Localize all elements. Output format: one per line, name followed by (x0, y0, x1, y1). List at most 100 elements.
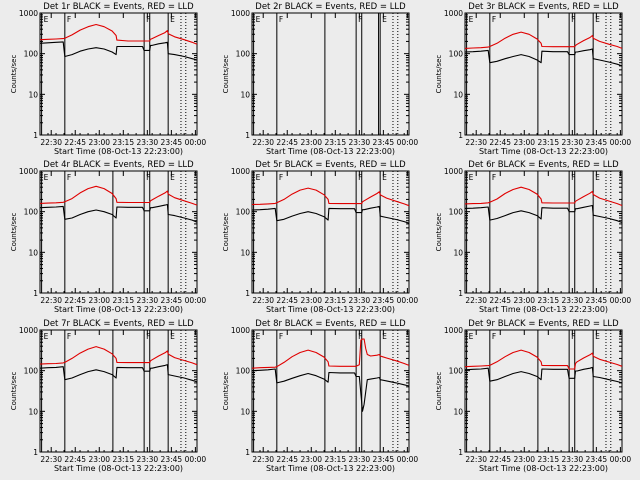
y-tick-label: 10 (240, 90, 250, 99)
x-tick-label: 23:30 (349, 296, 371, 305)
series-lld-line (464, 349, 623, 370)
plot-frame (39, 12, 198, 136)
y-tick-label: 1000 (444, 9, 463, 18)
y-tick-label: 10 (240, 407, 250, 416)
x-tick-label: 22:45 (489, 138, 511, 147)
series-lld-line (39, 346, 198, 366)
detector-panel-1: Det 1r BLACK = Events, RED = LLD 1 10 100 10… (10, 2, 206, 156)
event-marker-label: F (492, 332, 496, 341)
x-tick-label: 22:30 (40, 455, 62, 464)
panel-title: Det 9r BLACK = Events, RED = LLD (468, 319, 619, 329)
event-marker-label: F (358, 332, 362, 341)
plot-frame (39, 329, 198, 453)
y-tick-label: 10 (28, 90, 38, 99)
y-tick-label: 1000 (231, 326, 250, 335)
x-tick-label: 23:30 (349, 138, 371, 147)
x-tick-label: 23:15 (537, 138, 559, 147)
event-marker-label: E (595, 173, 600, 182)
series-events-line (464, 366, 623, 384)
plot-frame (464, 170, 623, 294)
event-marker-label: F (146, 173, 150, 182)
x-tick-label: 22:45 (276, 296, 298, 305)
series-lld-line (251, 338, 410, 369)
x-tick-label: 23:45 (373, 138, 395, 147)
panel-title: Det 1r BLACK = Events, RED = LLD (43, 2, 194, 12)
detector-panel-2: Det 2r BLACK = Events, RED = LLD 1 10 100 10… (222, 2, 418, 156)
x-tick-label: 23:00 (513, 455, 535, 464)
event-marker-label: E (170, 15, 175, 24)
x-tick-label: 22:45 (64, 138, 86, 147)
event-marker-label: F (492, 173, 496, 182)
event-marker-label: E (595, 332, 600, 341)
series-events-line (39, 364, 198, 383)
y-tick-label: 10 (453, 248, 463, 257)
y-tick-label: 1 (33, 131, 38, 140)
y-tick-label: 10 (28, 248, 38, 257)
y-tick-label: 1000 (231, 167, 250, 176)
x-tick-label: 23:45 (586, 138, 608, 147)
x-tick-label: 00:00 (397, 296, 419, 305)
x-tick-label: 23:45 (586, 296, 608, 305)
x-tick-label: 22:45 (489, 455, 511, 464)
x-tick-label: 22:30 (465, 296, 487, 305)
y-tick-label: 100 (24, 367, 39, 376)
x-tick-label: 23:45 (161, 296, 183, 305)
x-tick-label: 00:00 (185, 296, 207, 305)
y-tick-label: 1 (33, 289, 38, 298)
plot-frame (251, 170, 410, 294)
series-lld-line (39, 185, 198, 206)
x-tick-label: 23:45 (586, 455, 608, 464)
x-tick-label: 23:30 (562, 455, 584, 464)
y-tick-label: 10 (453, 90, 463, 99)
x-axis-label: Start Time (08-Oct-13 22:23:00) (266, 464, 395, 473)
x-tick-label: 23:30 (137, 455, 159, 464)
y-tick-label: 10 (240, 248, 250, 257)
y-axis-label: Counts/sec (435, 213, 443, 252)
series-events-line (251, 205, 410, 224)
x-tick-label: 23:15 (324, 296, 346, 305)
y-tick-label: 100 (449, 208, 464, 217)
event-marker-label: E (469, 15, 474, 24)
panel-title: Det 8r BLACK = Events, RED = LLD (255, 319, 406, 329)
y-tick-label: 100 (236, 208, 251, 217)
y-axis-label: Counts/sec (222, 213, 230, 252)
series-events-line (464, 48, 623, 67)
x-tick-label: 23:30 (137, 296, 159, 305)
event-marker-label: E (382, 332, 387, 341)
y-tick-label: 100 (236, 367, 251, 376)
x-tick-label: 22:30 (465, 455, 487, 464)
event-marker-label: E (44, 173, 49, 182)
event-marker-label: F (146, 332, 150, 341)
y-axis-label: Counts/sec (10, 372, 18, 411)
event-marker-label: F (279, 173, 283, 182)
detector-panel-8: Det 8r BLACK = Events, RED = LLD 1 10 100 10… (222, 319, 418, 473)
event-marker-label: F (67, 332, 71, 341)
series-events-line (464, 204, 623, 224)
x-tick-label: 00:00 (397, 455, 419, 464)
series-events-line (39, 203, 198, 223)
series-lld-line (251, 187, 410, 207)
y-tick-label: 1 (458, 131, 463, 140)
y-tick-label: 1000 (19, 9, 38, 18)
event-marker-label: F (67, 15, 71, 24)
x-tick-label: 23:45 (161, 138, 183, 147)
event-marker-label: F (571, 15, 575, 24)
x-tick-label: 00:00 (610, 138, 632, 147)
y-axis-label: Counts/sec (10, 213, 18, 252)
x-tick-label: 22:45 (489, 296, 511, 305)
event-marker-label: E (256, 332, 261, 341)
x-tick-label: 23:15 (537, 455, 559, 464)
y-tick-label: 1000 (19, 326, 38, 335)
series-events-line (251, 368, 410, 412)
x-tick-label: 22:30 (252, 138, 274, 147)
y-tick-label: 1000 (444, 167, 463, 176)
series-events-line (39, 41, 198, 61)
detector-panel-7: Det 7r BLACK = Events, RED = LLD 1 10 100 10… (10, 319, 206, 473)
detector-panel-4: Det 4r BLACK = Events, RED = LLD 1 10 100 10… (10, 160, 206, 314)
series-lld-line (39, 23, 198, 45)
y-tick-label: 1000 (231, 9, 250, 18)
y-tick-label: 10 (453, 407, 463, 416)
event-marker-label: E (44, 332, 49, 341)
event-marker-label: E (170, 332, 175, 341)
